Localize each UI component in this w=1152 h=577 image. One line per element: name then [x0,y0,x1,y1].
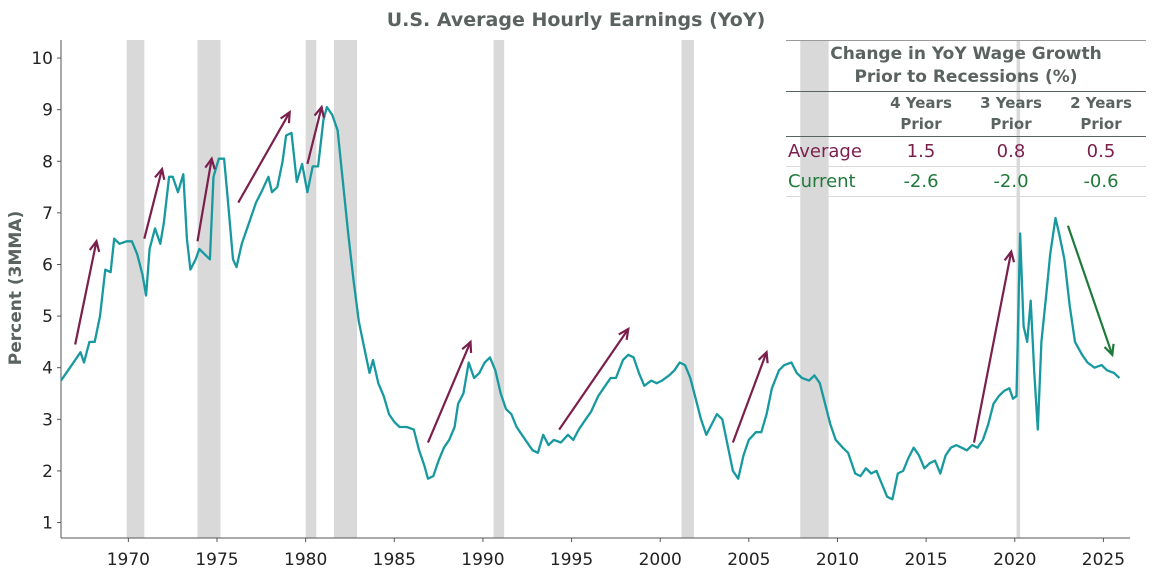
trend-arrows [74,104,1115,443]
y-axis-label: Percent (3MMA) [6,211,26,366]
trend-arrow-up [143,166,166,239]
trend-arrow-up [558,326,630,431]
axes: 1 2 3 4 5 6 7 8 9 10 1970 1975 1980 1985 1990 1995 2000 2… [31,40,1130,570]
y-tick-label: 1 [42,514,53,534]
y-tick-label: 7 [42,204,53,224]
x-tick-label: 2010 [816,550,859,570]
recession-band [305,40,317,538]
series-lines [60,105,1121,501]
trend-arrow-up [426,339,473,443]
x-tick-label: 2015 [904,550,947,570]
table-cell: -2.0 [966,166,1056,197]
table-cell: -0.6 [1056,166,1146,197]
recession-band [681,40,694,538]
col-3y-line1: 3 Years [980,94,1042,112]
y-tick-label: 2 [42,462,53,482]
col-4y-line2: Prior [900,115,942,133]
x-tick-label: 2025 [1082,550,1125,570]
recession-wage-table: Change in YoY Wage Growth Prior to Reces… [786,40,1146,197]
trend-arrow-up [196,156,216,242]
recession-band [334,40,358,538]
trend-arrow-up [306,104,325,165]
inset-table: 4 Years Prior 3 Years Prior 2 Years Prior A… [786,92,1146,197]
table-cell: 0.5 [1056,136,1146,167]
x-tick-label: 2000 [639,550,682,570]
y-tick-label: 9 [42,101,53,121]
recession-band [493,40,505,538]
series-line [60,105,1121,501]
y-tick-label: 3 [42,410,53,430]
inset-title-line1: Change in YoY Wage Growth [830,44,1102,64]
table-cell: 1.5 [876,136,966,167]
y-tick-label: 5 [42,307,53,327]
y-tick-label: 6 [42,255,53,275]
trend-arrow-down [1066,225,1115,358]
x-tick-label: 1980 [284,550,327,570]
col-2y-line1: 2 Years [1070,94,1132,112]
trend-arrow-up [731,349,769,443]
y-tick-label: 10 [31,49,53,69]
inset-header-2y: 2 Years Prior [1056,92,1146,137]
row-label: Average [786,136,876,167]
col-3y-line2: Prior [990,115,1032,133]
col-4y-line1: 4 Years [890,94,952,112]
row-label: Current [786,166,876,197]
x-tick-label: 1970 [107,550,150,570]
recession-band [126,40,145,538]
chart-title: U.S. Average Hourly Earnings (YoY) [387,9,766,31]
inset-header-3y: 3 Years Prior [966,92,1056,137]
y-tick-label: 8 [42,152,53,172]
col-2y-line2: Prior [1080,115,1122,133]
y-tick-label: 4 [42,359,53,379]
x-tick-label: 2005 [727,550,770,570]
x-tick-label: 1985 [373,550,416,570]
recession-band [197,40,221,538]
x-tick-label: 1975 [195,550,238,570]
x-tick-label: 1995 [550,550,593,570]
inset-row-average: Average 1.5 0.8 0.5 [786,136,1146,167]
trend-arrow-up [237,110,291,204]
inset-header-row: 4 Years Prior 3 Years Prior 2 Years Prior [786,92,1146,137]
inset-title: Change in YoY Wage Growth Prior to Reces… [786,40,1146,92]
trend-arrow-up [972,249,1016,443]
x-tick-label: 1990 [461,550,504,570]
trend-arrow-up [74,238,101,345]
inset-header-blank [786,92,876,137]
inset-row-current: Current -2.6 -2.0 -0.6 [786,166,1146,197]
table-cell: 0.8 [966,136,1056,167]
inset-title-line2: Prior to Recessions (%) [854,67,1078,87]
inset-header-4y: 4 Years Prior [876,92,966,137]
x-tick-label: 2020 [993,550,1036,570]
table-cell: -2.6 [876,166,966,197]
